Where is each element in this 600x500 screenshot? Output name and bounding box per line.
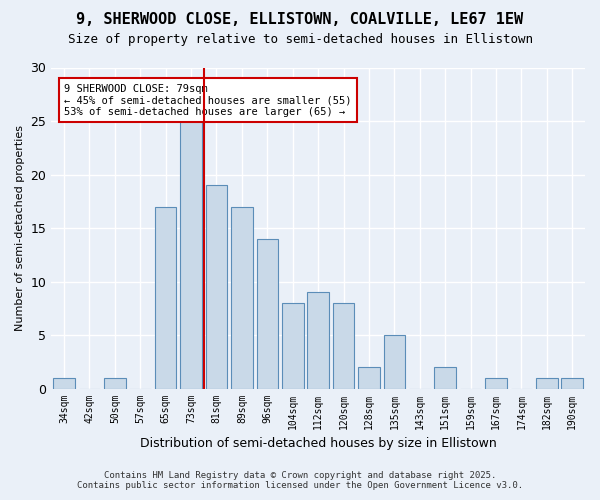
Text: 9, SHERWOOD CLOSE, ELLISTOWN, COALVILLE, LE67 1EW: 9, SHERWOOD CLOSE, ELLISTOWN, COALVILLE,… <box>76 12 524 28</box>
Bar <box>257 238 278 388</box>
Bar <box>333 303 355 388</box>
Bar <box>562 378 583 388</box>
Bar <box>434 367 456 388</box>
Bar <box>282 303 304 388</box>
Bar <box>206 185 227 388</box>
Bar <box>53 378 75 388</box>
Bar <box>485 378 507 388</box>
Bar <box>307 292 329 388</box>
Bar <box>155 206 176 388</box>
X-axis label: Distribution of semi-detached houses by size in Ellistown: Distribution of semi-detached houses by … <box>140 437 497 450</box>
Bar <box>383 335 405 388</box>
Bar <box>231 206 253 388</box>
Bar <box>536 378 557 388</box>
Text: 9 SHERWOOD CLOSE: 79sqm
← 45% of semi-detached houses are smaller (55)
53% of se: 9 SHERWOOD CLOSE: 79sqm ← 45% of semi-de… <box>64 84 352 117</box>
Text: Size of property relative to semi-detached houses in Ellistown: Size of property relative to semi-detach… <box>67 32 533 46</box>
Bar <box>358 367 380 388</box>
Text: Contains HM Land Registry data © Crown copyright and database right 2025.
Contai: Contains HM Land Registry data © Crown c… <box>77 470 523 490</box>
Bar <box>104 378 125 388</box>
Bar <box>180 121 202 388</box>
Y-axis label: Number of semi-detached properties: Number of semi-detached properties <box>15 125 25 331</box>
